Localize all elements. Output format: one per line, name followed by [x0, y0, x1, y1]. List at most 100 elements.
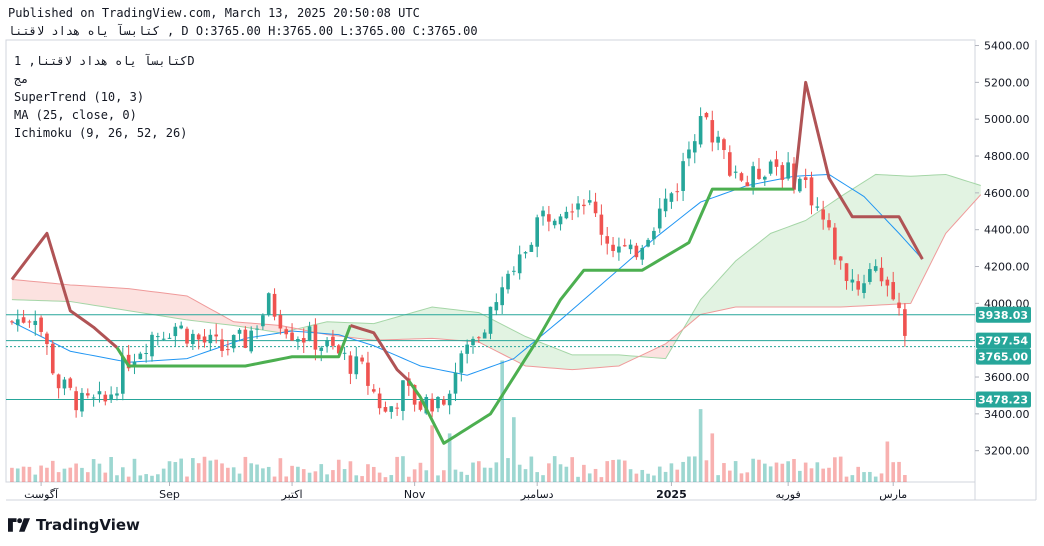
- ichimoku-cloud: [11, 173, 982, 371]
- legend-supertrend[interactable]: SuperTrend (10, 3): [14, 90, 145, 104]
- volume-bar: [803, 462, 808, 482]
- candle-body: [74, 391, 78, 411]
- candle-body: [296, 338, 300, 342]
- volume-bar: [786, 461, 790, 482]
- x-tick-label: فوریه: [776, 488, 801, 501]
- candle-body: [15, 319, 20, 326]
- candle-body: [891, 282, 896, 300]
- volume-bar: [220, 463, 224, 482]
- volume-bar: [582, 464, 586, 482]
- volume-bar: [751, 458, 755, 482]
- candle-body: [488, 306, 493, 334]
- candle-body: [290, 332, 294, 341]
- candle-body: [331, 336, 335, 346]
- candle-body: [500, 287, 504, 306]
- candle-body: [879, 267, 884, 282]
- candle-body: [284, 329, 289, 335]
- volume-bar: [500, 360, 504, 482]
- volume-bar: [27, 466, 32, 482]
- y-tick-label: 3200.00: [984, 445, 1030, 458]
- y-tick-label: 5200.00: [984, 76, 1030, 89]
- candle-body: [156, 336, 160, 338]
- volume-bar: [301, 469, 306, 482]
- candle-body: [663, 198, 668, 212]
- volume-bar: [290, 465, 294, 482]
- x-tick-label: دسامبر: [520, 488, 554, 501]
- time-axis[interactable]: آگوست Sep اکتبر Nov دسامبر 2025 فوریه مارس: [24, 482, 907, 501]
- volume-bar: [161, 468, 166, 482]
- price-axis[interactable]: 5400.00 5200.00 5000.00 4800.00 4600.00 4400.…: [975, 40, 1030, 458]
- candle-body: [167, 337, 172, 339]
- volume-bar: [523, 469, 528, 482]
- candle-body: [617, 246, 621, 253]
- volume-bar: [389, 475, 394, 482]
- candle-body: [564, 211, 569, 219]
- grid: [5, 39, 1037, 501]
- candle-body: [552, 220, 557, 226]
- candle-body: [354, 356, 359, 375]
- candle-body: [424, 397, 429, 414]
- volume-bar: [126, 476, 131, 482]
- volume-bar: [506, 458, 510, 482]
- volume-bar: [558, 464, 563, 482]
- candle-body: [844, 263, 849, 281]
- volume-bar: [529, 456, 534, 482]
- volume-bar: [202, 456, 207, 482]
- volume-bar: [815, 462, 820, 482]
- volume-bar: [471, 462, 475, 482]
- candle-body: [115, 393, 119, 396]
- volume-bar: [780, 463, 785, 482]
- volume-bar: [599, 477, 604, 482]
- candle-body: [150, 334, 154, 357]
- candle-body: [722, 139, 726, 151]
- volume-bar: [185, 476, 189, 482]
- volume-bar: [716, 475, 720, 482]
- candle-body: [599, 214, 604, 235]
- candle-body: [301, 338, 306, 343]
- volume-bar: [366, 464, 370, 482]
- candle-body: [418, 401, 423, 410]
- candle-body: [716, 136, 720, 143]
- volume-bar: [885, 441, 890, 482]
- candle-body: [506, 273, 510, 290]
- candle-body: [745, 182, 750, 187]
- volume-bar: [768, 466, 773, 482]
- price-label-box: [976, 332, 1031, 349]
- volume-bar: [447, 433, 452, 482]
- volume-bar: [891, 462, 896, 482]
- tradingview-logo[interactable]: TradingView: [8, 516, 140, 534]
- candle-body: [371, 389, 376, 392]
- legend-title[interactable]: کتابسآ یاه هداد لاقتنا, 1D: [14, 54, 195, 68]
- volume-bar: [675, 469, 680, 482]
- candle-body: [161, 338, 166, 340]
- candle-body: [669, 193, 674, 202]
- candle-body: [255, 328, 259, 330]
- volume-bar: [319, 464, 324, 482]
- volume-bar: [80, 467, 84, 482]
- volume-bar: [873, 476, 878, 482]
- volume-bar: [296, 466, 300, 482]
- volume-bar: [266, 466, 271, 482]
- legend-ichimoku[interactable]: Ichimoku (9, 26, 52, 26): [14, 126, 188, 140]
- volume-bar: [453, 469, 458, 482]
- volume-bar: [325, 474, 329, 482]
- moving-average-line: [11, 173, 923, 376]
- volume-bar: [395, 456, 399, 482]
- candle-body: [698, 116, 703, 145]
- candle-body: [494, 302, 499, 311]
- volume-bar: [418, 462, 423, 482]
- volume-bar: [856, 466, 861, 482]
- volume-bar: [115, 475, 119, 482]
- legend-ma[interactable]: MA (25, close, 0): [14, 108, 137, 122]
- volume-bar: [862, 472, 866, 482]
- candle-body: [237, 329, 242, 334]
- volume-bar: [733, 461, 738, 482]
- candle-body: [605, 236, 610, 244]
- volume-bar: [622, 460, 627, 482]
- candle-body: [558, 216, 563, 225]
- volume-bar: [640, 469, 645, 482]
- candle-body: [850, 279, 855, 283]
- cloud-segment: [683, 174, 981, 330]
- price-label-box: [976, 391, 1031, 408]
